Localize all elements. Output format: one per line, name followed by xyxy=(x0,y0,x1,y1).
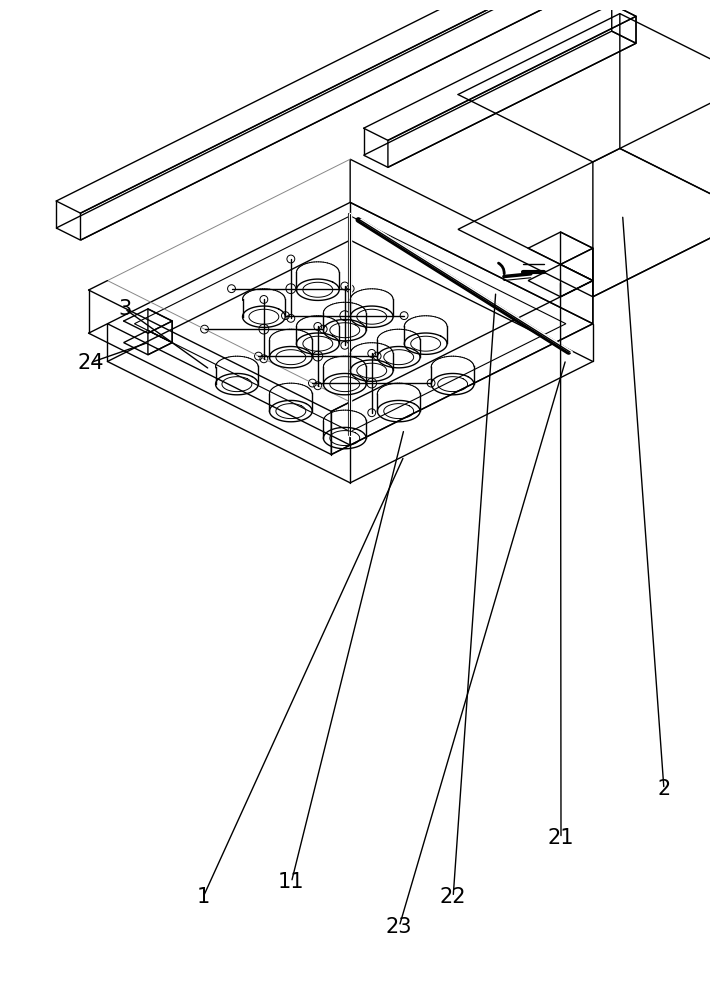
Text: 23: 23 xyxy=(386,917,412,937)
Text: 1: 1 xyxy=(196,887,209,907)
Text: 2: 2 xyxy=(657,779,670,799)
Text: 24: 24 xyxy=(77,353,103,373)
Text: 3: 3 xyxy=(118,299,131,319)
Text: 11: 11 xyxy=(278,872,305,892)
Text: 21: 21 xyxy=(548,828,574,848)
Text: 22: 22 xyxy=(440,887,466,907)
